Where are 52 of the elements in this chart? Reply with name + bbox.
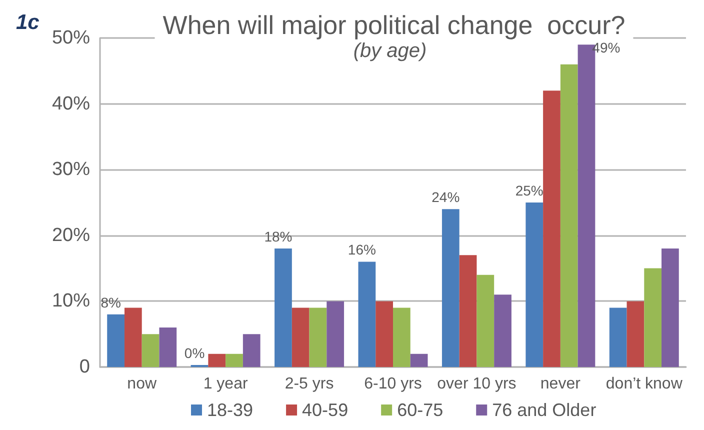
x-tick-label: 2-5 yrs <box>284 376 334 392</box>
legend-label: 60-75 <box>397 400 444 420</box>
data-label: 24% <box>432 189 460 206</box>
bar <box>376 301 393 367</box>
data-label: 0% <box>184 345 205 361</box>
legend-label: 40-59 <box>302 400 348 420</box>
bar <box>326 301 344 367</box>
y-tick-label: 40% <box>52 93 90 114</box>
data-label: 8% <box>100 294 121 310</box>
y-tick-label: 50% <box>52 28 90 48</box>
bar <box>494 294 512 367</box>
bar <box>543 90 560 367</box>
bar <box>560 64 578 367</box>
bar <box>309 308 327 367</box>
x-tick-label: don’t know <box>606 376 683 392</box>
chart-title: When will major political change occur? <box>162 10 626 40</box>
bar <box>226 354 243 367</box>
x-tick-label: never <box>540 376 582 392</box>
bar <box>393 308 410 367</box>
data-label: 16% <box>348 242 376 258</box>
text: 1c <box>16 11 40 34</box>
bar <box>142 334 160 367</box>
bar <box>526 202 544 367</box>
bar <box>274 248 292 367</box>
chart-subtitle: (by age) <box>353 40 427 62</box>
bar <box>626 301 644 367</box>
y-tick-label: 20% <box>52 224 90 246</box>
data-label: 18% <box>264 228 292 245</box>
bar <box>124 308 142 367</box>
bar <box>107 314 124 367</box>
x-tick-label: 1 year <box>203 376 248 392</box>
bar <box>208 354 226 367</box>
y-tick-label: 30% <box>52 159 90 180</box>
x-tick-label: over 10 yrs <box>437 376 516 392</box>
bar <box>358 262 376 367</box>
bar <box>459 255 477 367</box>
y-tick-label: 0 <box>79 356 90 378</box>
legend-label: 18-39 <box>207 400 254 420</box>
bar <box>242 334 260 367</box>
bar <box>644 268 662 367</box>
bar <box>609 308 627 367</box>
bar <box>410 354 428 367</box>
bar <box>292 308 310 367</box>
bar <box>159 328 177 367</box>
x-tick-label: 6-10 yrs <box>364 376 422 392</box>
bar <box>662 248 679 367</box>
data-label: 25% <box>515 182 544 198</box>
bar <box>442 209 460 367</box>
x-tick-label: now <box>127 376 157 392</box>
y-tick-label: 10% <box>52 290 90 312</box>
legend-label: 76 and Older <box>492 400 596 420</box>
bar <box>476 274 494 367</box>
